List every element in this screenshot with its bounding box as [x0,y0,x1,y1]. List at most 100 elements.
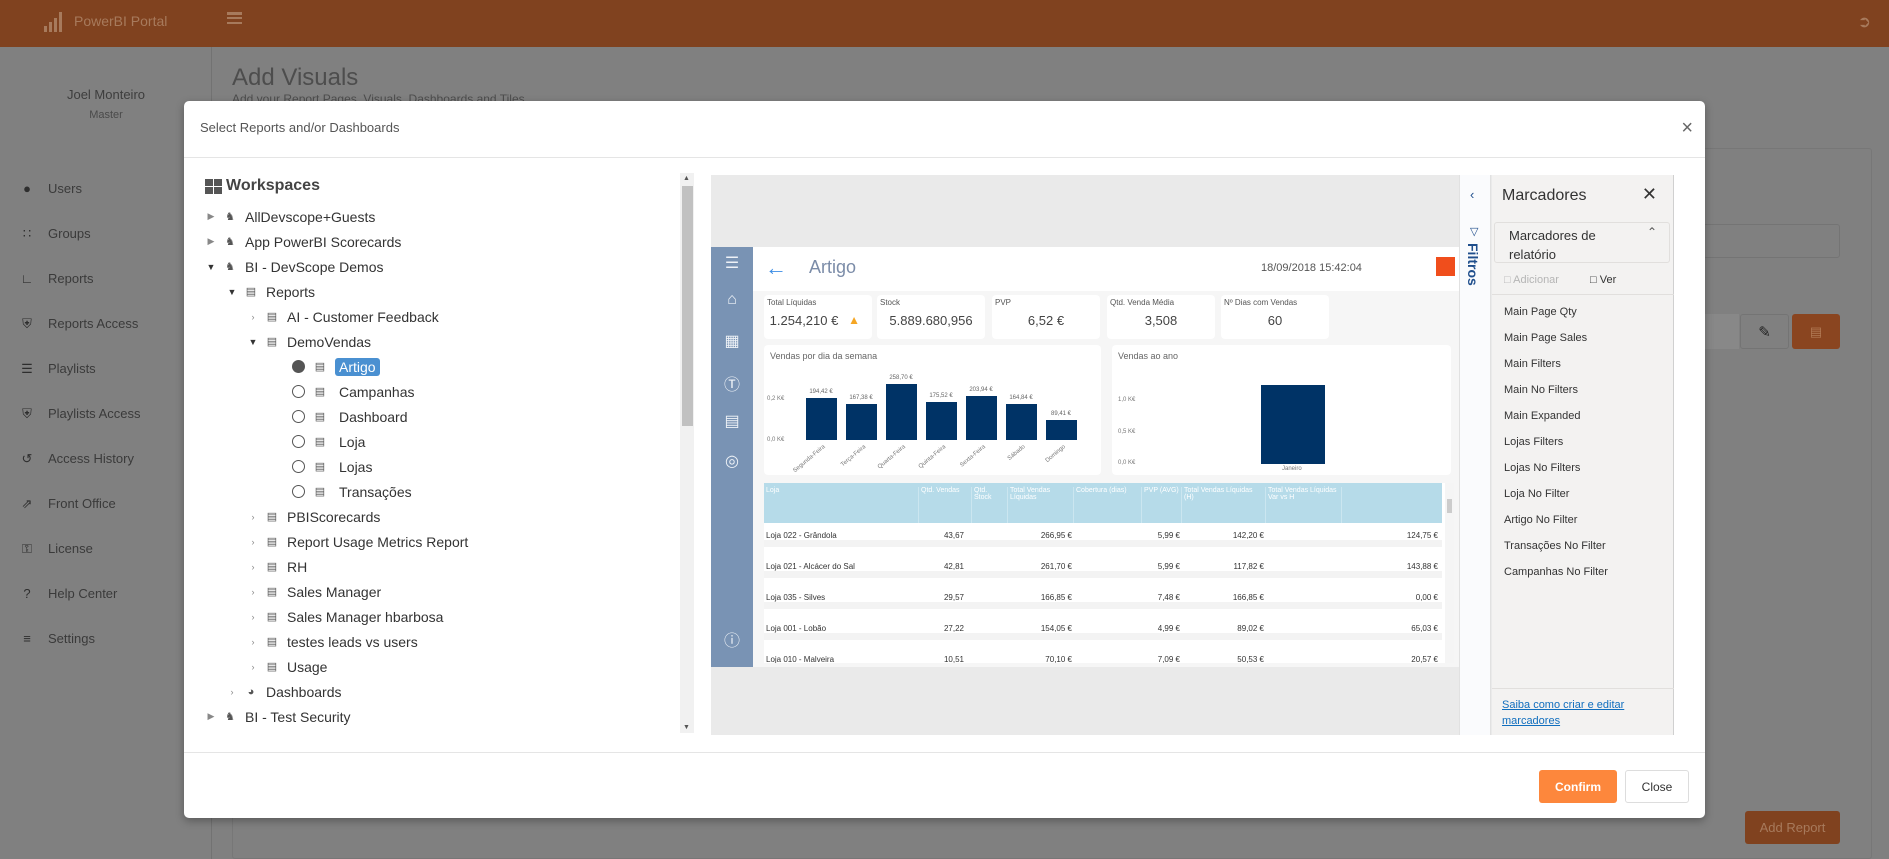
tree-node-report[interactable]: › ▤ PBIScorecards [205,504,675,529]
caret-right-icon[interactable]: ▶ [207,236,215,246]
caret-right-icon[interactable]: ▶ [207,211,215,221]
chevron-right-icon[interactable]: › [251,311,255,322]
radio-unselected[interactable] [292,385,305,398]
brand[interactable]: PowerBI Portal [40,8,167,34]
bookmark-item[interactable]: Main Page Qty [1504,306,1577,318]
dollar-icon[interactable]: Ⓣ [723,377,740,394]
tree-node-report[interactable]: › ▤ AI - Customer Feedback [205,304,675,329]
radio-unselected[interactable] [292,435,305,448]
tree-node-reports-folder[interactable]: ▼ ▤ Reports [227,283,316,300]
bar[interactable] [806,398,837,440]
tree-node-page[interactable]: ▤ Lojas [205,454,675,479]
radio-selected[interactable] [292,360,305,373]
scroll-up-icon[interactable]: ▲ [683,175,690,182]
sidebar-item-access-history[interactable]: ↺ Access History [0,436,212,481]
table-row[interactable]: Loja 022 - Grândola 43,67 266,95 € 5,99 … [764,523,1442,547]
tree-node-report[interactable]: › ▤ Report Usage Metrics Report [205,529,675,554]
chevron-right-icon[interactable]: › [251,536,255,547]
tree-node-page[interactable]: ▤ Dashboard [205,404,675,429]
radio-unselected[interactable] [292,485,305,498]
caret-right-icon[interactable]: ▶ [207,711,215,721]
table-row[interactable]: Loja 001 - Lobão 27,22 154,05 € 4,99 € 8… [764,616,1442,640]
sidebar-item-groups[interactable]: ∷ Groups [0,211,212,256]
close-icon[interactable]: ✕ [1641,184,1657,204]
chevron-right-icon[interactable]: › [251,561,255,572]
filters-label[interactable]: Filtros [1465,243,1481,286]
sidebar-item-front-office[interactable]: ⇗ Front Office [0,481,212,526]
logout-icon[interactable]: ➲ [1857,14,1871,31]
bar[interactable] [926,402,957,440]
bookmark-item[interactable]: Artigo No Filter [1504,514,1578,526]
bookmark-item[interactable]: Transações No Filter [1504,540,1606,552]
sidebar-item-settings[interactable]: ≡ Settings [0,616,212,661]
bar-chart-button[interactable]: ▤ [1792,314,1840,349]
sidebar-item-reports[interactable]: ∟ Reports [0,256,212,301]
bookmarks-help-link[interactable]: Saiba como criar e editar marcadores [1502,699,1625,727]
sidebar-item-license[interactable]: ⚿ License [0,526,212,571]
tree-node-page[interactable]: ▤ Loja [205,429,675,454]
bar[interactable] [1046,420,1077,440]
caret-down-icon[interactable]: ▼ [248,336,258,347]
table-row[interactable]: Loja 010 - Malveira 10,51 70,10 € 7,09 €… [764,647,1442,663]
view-bookmarks-button[interactable]: □ Ver [1590,274,1617,286]
target-icon[interactable]: ◎ [725,453,739,470]
add-report-button[interactable]: Add Report [1745,811,1840,844]
tree-node-dashboards-folder[interactable]: › ◕ Dashboards [205,679,675,704]
tree-node-workspace[interactable]: ▶ ♞ AllDevscope+Guests [205,204,675,229]
tree-node-report[interactable]: › ▤ testes leads vs users [205,629,675,654]
table-row[interactable]: Loja 035 - Silves 29,57 166,85 € 7,48 € … [764,585,1442,609]
edit-icon[interactable]: ✎ [1740,314,1789,349]
bookmark-item[interactable]: Loja No Filter [1504,488,1570,500]
bar[interactable] [886,384,917,440]
bookmark-item[interactable]: Lojas Filters [1504,436,1564,448]
tree-node-report[interactable]: › ▤ Usage [205,654,675,679]
chevron-right-icon[interactable]: › [251,586,255,597]
tree-scrollbar[interactable]: ▲ ▼ [680,173,694,733]
caret-down-icon[interactable]: ▼ [227,286,237,297]
store-icon[interactable]: ▦ [724,333,740,350]
sidebar-item-help-center[interactable]: ? Help Center [0,571,212,616]
bar[interactable] [966,396,997,440]
home-icon[interactable]: ⌂ [727,291,737,308]
close-button[interactable]: Close [1625,770,1689,803]
menu-toggle-icon[interactable] [227,12,242,24]
tree-node-report[interactable]: ▼ ▤ DemoVendas [248,333,372,350]
bar[interactable] [1006,404,1037,440]
sidebar-item-playlists[interactable]: ☰ Playlists [0,346,212,391]
filters-pane[interactable]: ‹ ▽ Filtros [1459,175,1491,735]
confirm-button[interactable]: Confirm [1539,770,1617,803]
chevron-right-icon[interactable]: › [230,686,234,697]
tree-node-page[interactable]: ▤ Artigo [205,354,675,379]
bookmark-item[interactable]: Main No Filters [1504,384,1578,396]
tree-node-report[interactable]: › ▤ Sales Manager [205,579,675,604]
radio-unselected[interactable] [292,460,305,473]
bar[interactable] [1261,385,1325,464]
chevron-left-icon[interactable]: ‹ [1470,187,1475,202]
chevron-right-icon[interactable]: › [251,661,255,672]
menu-icon[interactable]: ☰ [724,255,740,272]
bookmark-item[interactable]: Main Filters [1504,358,1561,370]
tree-node-report[interactable]: › ▤ Sales Manager hbarbosa [205,604,675,629]
tree-node-report[interactable]: › ▤ RH [205,554,675,579]
sidebar-item-users[interactable]: ● Users [0,166,212,211]
tree-node-workspace[interactable]: ▶ ♞ App PowerBI Scorecards [205,229,675,254]
sidebar-item-reports-access[interactable]: ⛨ Reports Access [0,301,212,346]
close-icon[interactable]: × [1681,117,1693,139]
tree-node-page[interactable]: ▤ Transações [205,479,675,504]
tree-node-workspace[interactable]: ▼ ♞ BI - DevScope Demos [206,258,384,275]
info-icon[interactable]: ⓘ [723,633,740,650]
bookmark-item[interactable]: Lojas No Filters [1504,462,1581,474]
bookmarks-section-toggle[interactable]: Marcadores de relatório ⌃ [1494,222,1670,263]
back-arrow-icon[interactable]: ← [765,255,787,280]
sidebar-item-playlists-access[interactable]: ⛨ Playlists Access [0,391,212,436]
scroll-down-icon[interactable]: ▼ [683,724,690,731]
bookmark-item[interactable]: Campanhas No Filter [1504,566,1608,578]
scrollbar-thumb[interactable] [682,186,693,426]
tree-node-workspace[interactable]: ▶ ♞ BI - Test Security [205,704,675,729]
document-icon[interactable]: ▤ [724,413,740,430]
bar[interactable] [846,404,877,440]
chevron-right-icon[interactable]: › [251,511,255,522]
tree-node-page[interactable]: ▤ Campanhas [205,379,675,404]
bookmark-item[interactable]: Main Expanded [1504,410,1581,422]
bookmark-item[interactable]: Main Page Sales [1504,332,1588,344]
